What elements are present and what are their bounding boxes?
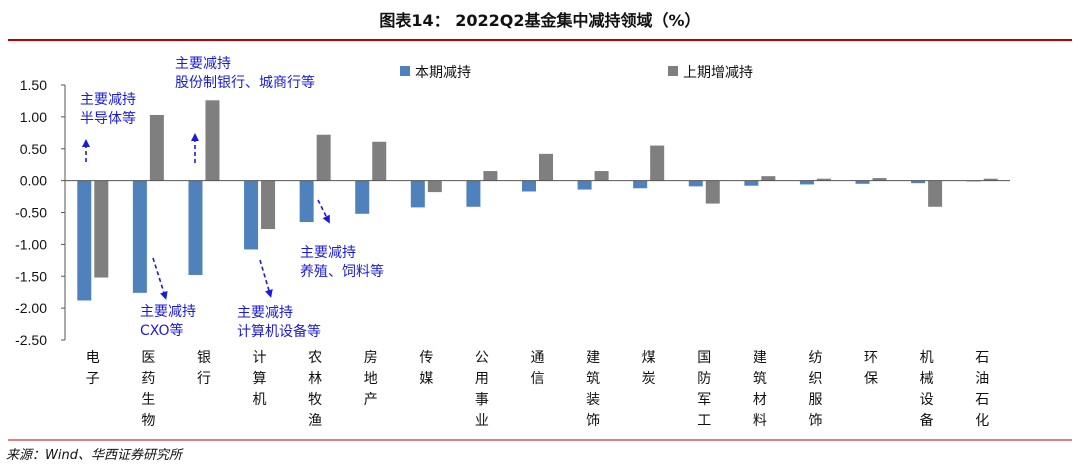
y-tick-label: 1.50	[20, 77, 47, 93]
legend-swatch	[400, 66, 410, 76]
annotation-text: 主要减持	[300, 245, 356, 261]
y-axis: 1.50 1.00 0.50 0.00 -0.50 -1.00 -1.50 -2.00 -2.5…	[15, 77, 66, 348]
y-tick-label: -2.00	[15, 300, 47, 316]
bar-current	[299, 180, 314, 223]
category-label: 银行	[197, 350, 211, 387]
bar-current	[911, 180, 926, 184]
bar-previous	[872, 178, 887, 181]
annotation-text: 主要减持	[80, 92, 136, 108]
annotation-text: 计算机设备等	[237, 323, 321, 340]
annotation-text: 主要减持	[175, 56, 231, 72]
bar-previous	[816, 178, 831, 181]
annotation-text: 主要减持	[140, 304, 196, 320]
bar-current	[77, 180, 92, 301]
bar-current	[410, 180, 425, 208]
y-tick-label: -1.50	[15, 268, 47, 284]
bar-previous	[928, 180, 943, 207]
bar-previous	[539, 153, 553, 181]
bar-previous	[761, 176, 776, 181]
annotation-text: CXO等	[140, 322, 184, 339]
annotation-text: 养殖、饲料等	[300, 263, 384, 280]
category-label: 房地产	[364, 350, 378, 408]
bar-previous	[149, 114, 164, 181]
annotation-text: 主要减持	[237, 305, 293, 321]
category-label: 通信	[531, 350, 545, 387]
bar-previous	[205, 100, 220, 181]
annotations: 主要减持半导体等主要减持CXO等主要减持股份制银行、城商行等主要减持计算机设备等…	[80, 56, 384, 340]
bar-previous	[372, 141, 387, 181]
category-label: 建筑装饰	[586, 350, 600, 429]
bar-previous	[594, 171, 609, 181]
bar-current	[855, 180, 870, 184]
y-tick-label: 1.00	[20, 109, 47, 125]
y-tick-label: 0.00	[20, 173, 47, 189]
category-label: 公用事业	[475, 350, 489, 429]
category-labels: 电子 医药生物 银行 计算机 农林牧渔 房地产 传媒 公用事业 通信 建筑装饰 煤炭 国防军工 建筑材料…	[86, 350, 989, 429]
annotation-text: 股份制银行、城商行等	[175, 74, 315, 91]
annotation-arrow	[259, 259, 273, 298]
category-label: 煤炭	[642, 350, 656, 387]
category-label: 纺织服饰	[808, 350, 822, 429]
category-label: 农林牧渔	[308, 350, 322, 429]
bar-current	[466, 180, 481, 207]
bars-group	[77, 100, 998, 301]
chart-title: 图表14： 2022Q2基金集中减持领域（%）	[379, 11, 700, 30]
legend-label: 本期减持	[415, 65, 471, 81]
bar-previous	[705, 180, 720, 204]
bar-current	[688, 180, 703, 187]
legend: 本期减持 上期增减持	[400, 65, 753, 81]
bar-current	[132, 180, 147, 293]
y-tick-label: -2.50	[15, 332, 47, 348]
category-label: 环保	[864, 350, 878, 387]
annotation-arrow	[152, 257, 168, 300]
bar-current	[633, 180, 648, 189]
category-label: 国防军工	[697, 350, 711, 429]
bar-previous	[983, 178, 998, 181]
bar-previous	[261, 180, 276, 230]
annotation-arrow	[317, 199, 330, 224]
bar-previous	[427, 180, 442, 193]
category-label: 电子	[86, 350, 100, 387]
bar-current	[744, 180, 759, 186]
legend-label: 上期增减持	[683, 65, 753, 81]
legend-swatch	[668, 66, 678, 76]
bar-current	[522, 180, 536, 192]
bar-previous	[483, 171, 498, 181]
category-label: 机械设备	[920, 350, 934, 429]
annotation-text: 半导体等	[80, 110, 136, 127]
category-label: 计算机	[253, 350, 267, 408]
y-tick-label: 0.50	[20, 141, 47, 157]
bar-previous	[316, 134, 331, 181]
bar-current	[799, 180, 814, 185]
category-label: 医药生物	[141, 350, 155, 429]
y-tick-label: -1.00	[15, 236, 47, 252]
category-label: 建筑材料	[753, 350, 767, 429]
bar-current	[244, 180, 259, 250]
category-label: 石油石化	[975, 350, 989, 429]
y-tick-label: -0.50	[15, 205, 47, 221]
bar-current	[188, 180, 203, 275]
source-note: 来源：Wind、华西证券研究所	[6, 447, 184, 463]
bar-current	[577, 180, 592, 190]
bar-current	[355, 180, 370, 214]
bar-previous	[94, 180, 109, 278]
category-label: 传媒	[419, 350, 433, 387]
bar-previous	[650, 145, 665, 181]
